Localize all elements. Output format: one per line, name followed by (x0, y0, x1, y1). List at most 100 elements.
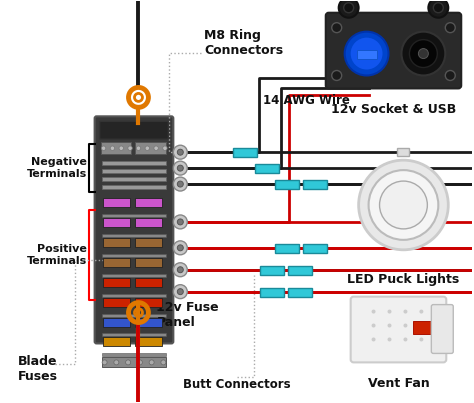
Bar (102, 337, 129, 347)
FancyBboxPatch shape (326, 13, 461, 88)
Circle shape (433, 3, 443, 13)
Text: Vent Fan: Vent Fan (368, 377, 429, 391)
Circle shape (351, 37, 383, 69)
Circle shape (173, 177, 187, 191)
Circle shape (403, 324, 408, 328)
Circle shape (401, 32, 445, 75)
Bar (102, 278, 129, 287)
Circle shape (161, 360, 166, 365)
Circle shape (372, 324, 375, 328)
Circle shape (380, 181, 428, 229)
Circle shape (388, 324, 392, 328)
Circle shape (359, 160, 448, 250)
Circle shape (177, 165, 183, 171)
Bar (233, 148, 257, 157)
Circle shape (419, 324, 423, 328)
Bar (101, 334, 166, 337)
FancyBboxPatch shape (351, 297, 447, 362)
Text: Butt Connectors: Butt Connectors (183, 378, 291, 391)
Circle shape (149, 360, 154, 365)
Circle shape (154, 146, 158, 150)
Bar (260, 288, 284, 297)
Circle shape (403, 310, 408, 314)
Text: LED Puck Lights: LED Puck Lights (347, 273, 460, 286)
Circle shape (173, 241, 187, 255)
Bar (101, 254, 166, 257)
Bar (255, 164, 279, 173)
Text: Negative
Terminals: Negative Terminals (27, 157, 87, 179)
Bar (101, 314, 166, 317)
Bar (102, 218, 129, 227)
Bar (136, 218, 163, 227)
Circle shape (372, 337, 375, 341)
Bar (101, 177, 166, 181)
Bar (102, 298, 129, 307)
Circle shape (445, 71, 455, 81)
Circle shape (173, 285, 187, 299)
Circle shape (177, 219, 183, 225)
Circle shape (119, 146, 123, 150)
Circle shape (137, 360, 142, 365)
Circle shape (388, 337, 392, 341)
Circle shape (339, 0, 359, 18)
Bar (275, 180, 299, 189)
Bar (101, 214, 166, 217)
Circle shape (410, 39, 438, 68)
Circle shape (332, 23, 342, 33)
Circle shape (419, 310, 423, 314)
Circle shape (177, 289, 183, 295)
Circle shape (345, 32, 389, 75)
Text: 12v Fuse
Panel: 12v Fuse Panel (156, 301, 219, 328)
Text: Positive
Terminals: Positive Terminals (27, 244, 87, 266)
Bar (100, 142, 131, 154)
Circle shape (173, 145, 187, 159)
FancyBboxPatch shape (100, 121, 168, 139)
Bar (101, 234, 166, 237)
Circle shape (101, 146, 106, 150)
Bar (288, 288, 312, 297)
Bar (101, 357, 166, 368)
Bar (101, 161, 166, 165)
Circle shape (126, 360, 131, 365)
Circle shape (372, 310, 375, 314)
Circle shape (428, 0, 448, 18)
Bar (101, 274, 166, 277)
Circle shape (419, 337, 423, 341)
Bar (136, 258, 163, 267)
Text: 12v Socket & USB: 12v Socket & USB (331, 104, 456, 116)
Bar (102, 318, 129, 326)
Bar (136, 337, 163, 347)
Bar (101, 353, 166, 356)
Circle shape (173, 263, 187, 277)
Bar (102, 258, 129, 267)
Bar (303, 244, 327, 253)
Bar (136, 198, 163, 207)
Text: 14 AWG Wire: 14 AWG Wire (263, 94, 350, 107)
Bar (136, 278, 163, 287)
Bar (101, 185, 166, 189)
Circle shape (173, 215, 187, 229)
Circle shape (177, 149, 183, 155)
Bar (136, 298, 163, 307)
Bar (102, 198, 129, 207)
Circle shape (403, 337, 408, 341)
Circle shape (369, 170, 438, 240)
Circle shape (173, 161, 187, 175)
Circle shape (102, 360, 107, 365)
Circle shape (344, 3, 354, 13)
Circle shape (114, 360, 119, 365)
Circle shape (128, 146, 132, 150)
Circle shape (137, 146, 141, 150)
Circle shape (388, 310, 392, 314)
Text: M8 Ring
Connectors: M8 Ring Connectors (204, 29, 283, 56)
Bar (275, 244, 299, 253)
Circle shape (419, 49, 428, 58)
FancyBboxPatch shape (431, 305, 453, 353)
Circle shape (110, 146, 115, 150)
Bar (398, 148, 410, 156)
Bar (101, 294, 166, 297)
Circle shape (332, 71, 342, 81)
Circle shape (445, 23, 455, 33)
Circle shape (177, 181, 183, 187)
Bar (356, 50, 376, 58)
